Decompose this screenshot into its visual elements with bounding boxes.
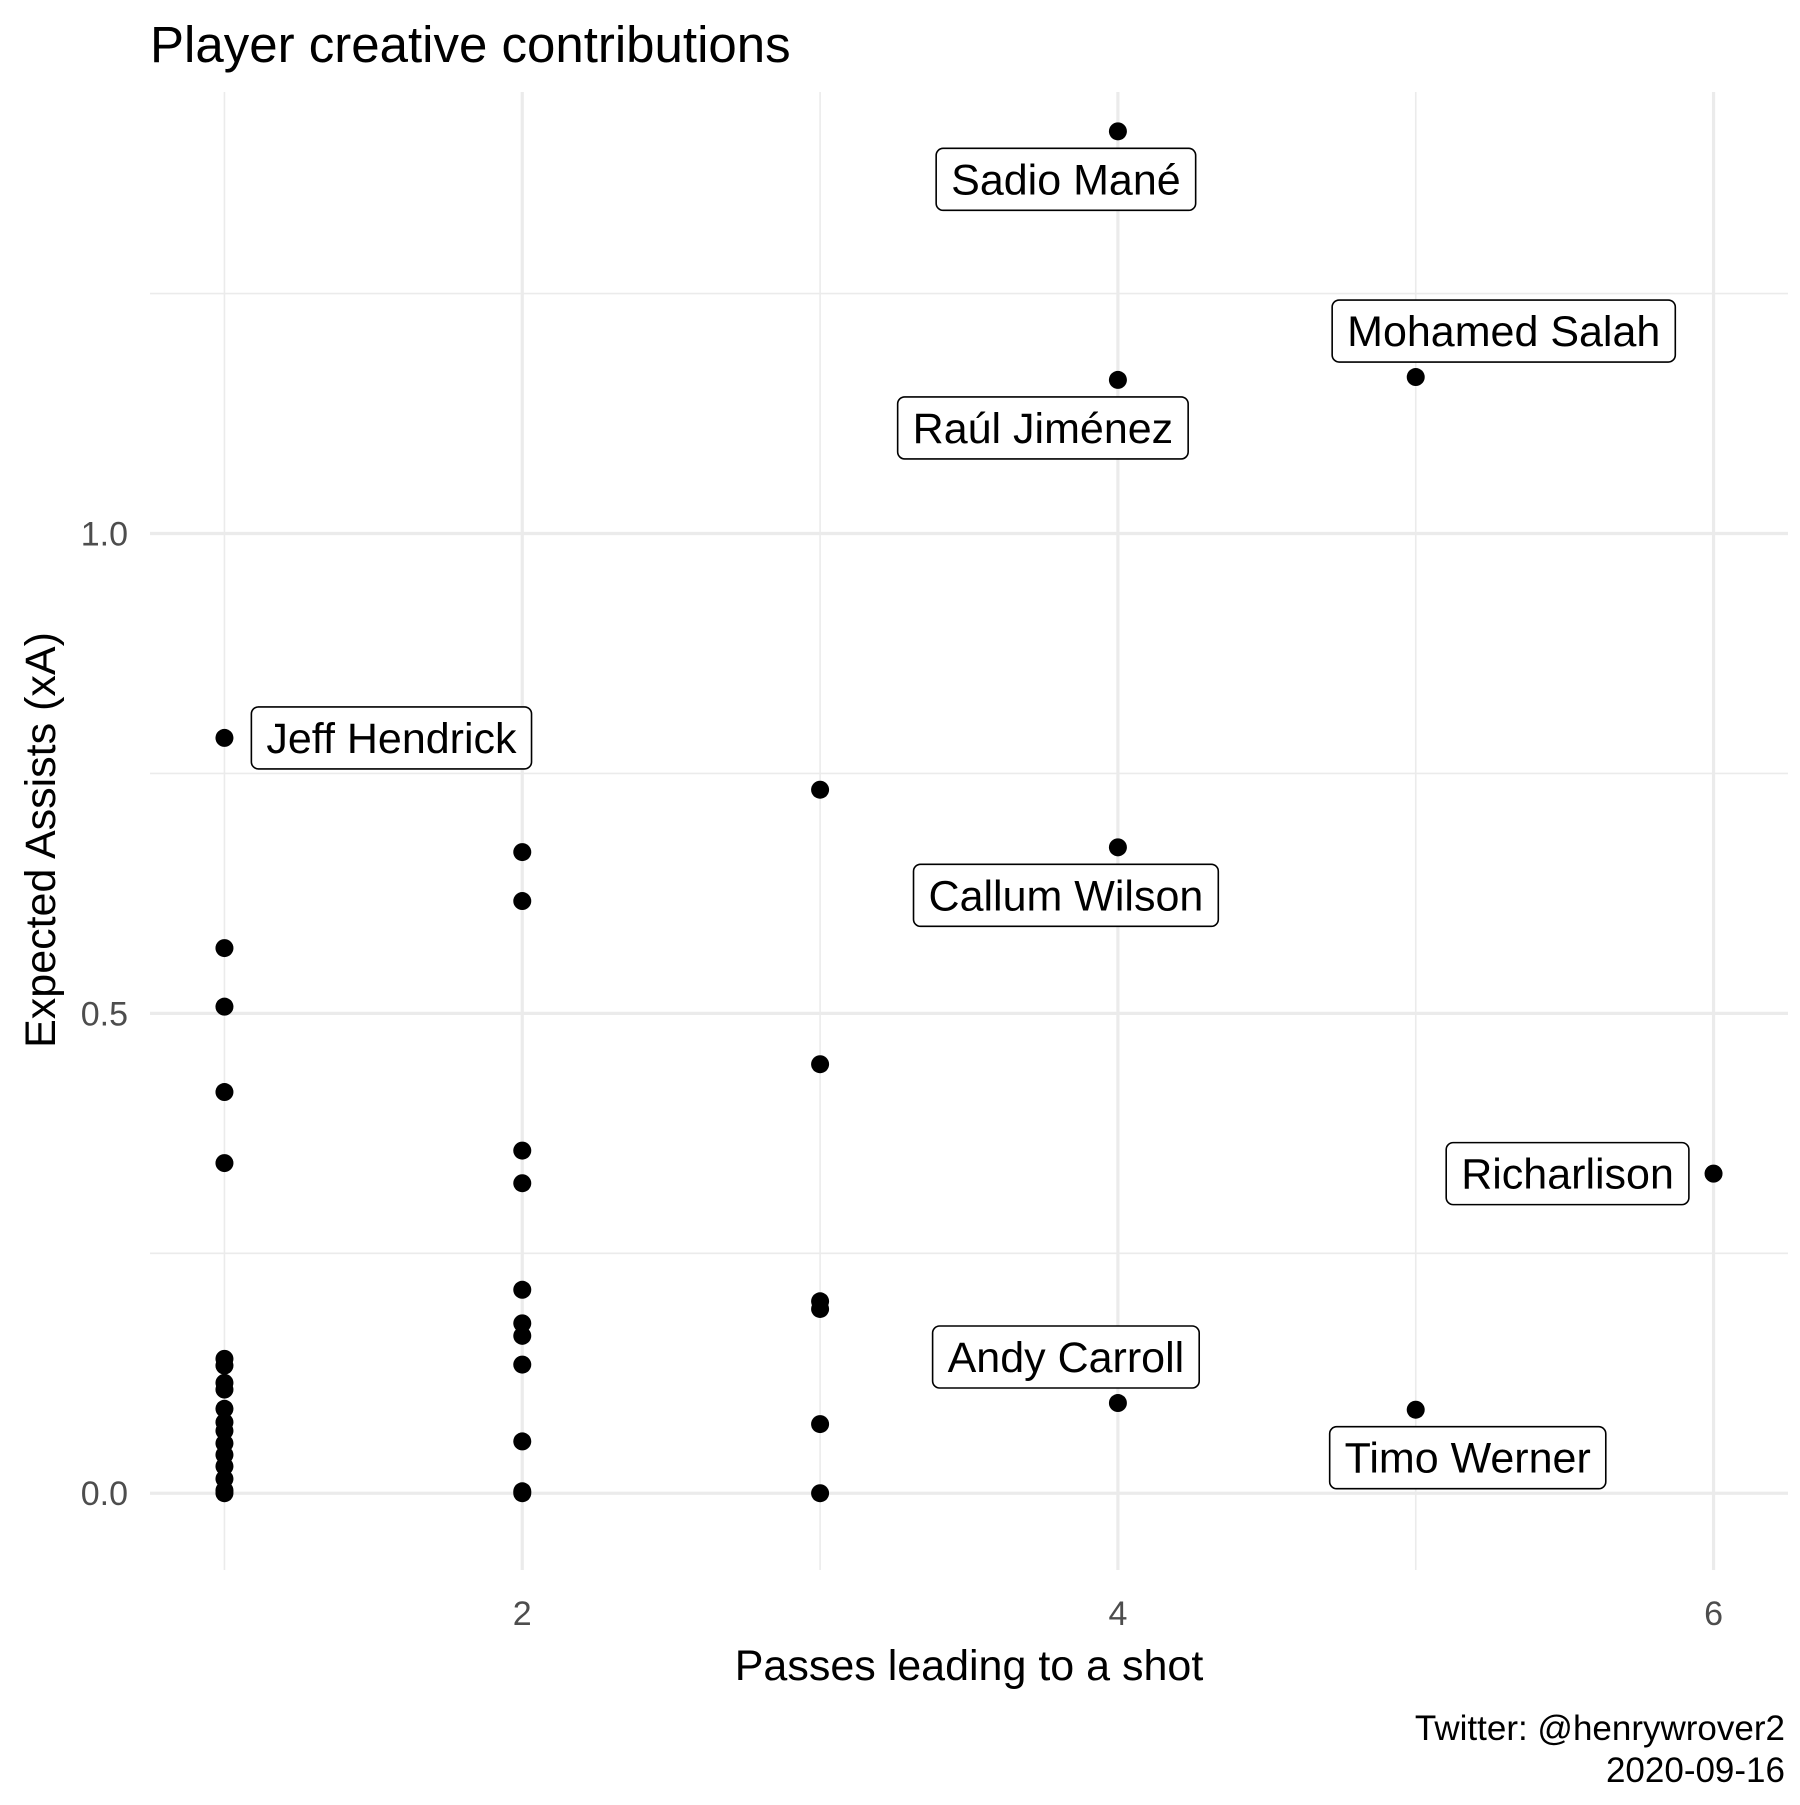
data-point <box>215 1457 234 1476</box>
data-point <box>1108 370 1127 389</box>
data-point <box>215 1421 234 1440</box>
tick-labels: 2 4 6 0.0 0.5 1.0 <box>81 515 1723 1633</box>
y-axis-title: Expected Assists (xA) <box>17 632 65 1048</box>
data-point <box>513 892 532 911</box>
point-label-text: Raúl Jiménez <box>913 405 1174 453</box>
data-point <box>811 1415 830 1434</box>
y-tick-label: 0.0 <box>81 1475 128 1513</box>
data-point <box>811 1299 830 1318</box>
point-label-box <box>250 706 533 770</box>
data-point <box>513 843 532 862</box>
point-label: Jeff Hendrick <box>250 706 533 770</box>
point-label-box <box>896 396 1189 460</box>
point-label-text: Mohamed Salah <box>1347 308 1660 356</box>
x-tick-label: 2 <box>513 1595 532 1633</box>
point-label-text: Sadio Mané <box>951 156 1181 204</box>
data-point <box>215 1380 234 1399</box>
point-label-box <box>912 863 1220 928</box>
x-tick-label: 4 <box>1108 1595 1127 1633</box>
point-label-text: Andy Carroll <box>948 1334 1185 1382</box>
data-point <box>215 1484 234 1503</box>
point-label-text: Jeff Hendrick <box>266 715 517 763</box>
point-label: Richarlison <box>1445 1141 1690 1206</box>
x-tick-label: 6 <box>1704 1595 1723 1633</box>
point-label: Mohamed Salah <box>1331 299 1677 363</box>
data-point <box>513 1280 532 1299</box>
data-point <box>1108 122 1127 141</box>
point-label-box <box>1331 299 1677 363</box>
y-tick-label: 0.5 <box>81 995 128 1033</box>
data-point <box>1406 1400 1425 1419</box>
data-point <box>811 780 830 799</box>
data-point <box>811 1055 830 1074</box>
data-point <box>215 939 234 958</box>
point-label: Callum Wilson <box>912 863 1220 928</box>
data-point <box>215 728 234 747</box>
data-point <box>1704 1164 1723 1183</box>
chart-title: Player creative contributions <box>150 16 791 73</box>
y-tick-label: 1.0 <box>81 515 128 553</box>
data-point <box>1108 1394 1127 1413</box>
point-label-text: Richarlison <box>1461 1151 1674 1199</box>
data-point <box>513 1314 532 1333</box>
point-label-box <box>1445 1141 1690 1206</box>
data-point <box>811 1484 830 1503</box>
point-label-text: Callum Wilson <box>929 872 1204 920</box>
point-label-box <box>931 1325 1201 1389</box>
point-label-text: Timo Werner <box>1345 1435 1591 1483</box>
point-label: Raúl Jiménez <box>896 396 1189 460</box>
point-label-box <box>1328 1425 1607 1490</box>
data-point <box>513 1326 532 1345</box>
data-point <box>215 1154 234 1173</box>
point-label-box <box>935 147 1197 212</box>
data-point <box>215 1356 234 1375</box>
data-point <box>513 1141 532 1160</box>
x-axis-title: Passes leading to a shot <box>735 1642 1204 1690</box>
data-point <box>1108 838 1127 857</box>
data-point <box>513 1174 532 1193</box>
point-label: Andy Carroll <box>931 1325 1201 1389</box>
data-point <box>215 997 234 1016</box>
caption-line-2: 2020-09-16 <box>1606 1751 1785 1790</box>
point-labels: Jeff Hendrick Sadio Mané Raúl Jiménez Callu… <box>250 147 1690 1490</box>
data-point <box>513 1355 532 1374</box>
data-point <box>215 1083 234 1102</box>
points <box>215 122 1723 1503</box>
data-point <box>513 1432 532 1451</box>
data-point <box>215 1399 234 1418</box>
caption-line-1: Twitter: @henrywrover2 <box>1415 1709 1785 1748</box>
data-point <box>1406 368 1425 387</box>
data-point <box>513 1484 532 1503</box>
point-label: Sadio Mané <box>935 147 1197 212</box>
point-label: Timo Werner <box>1328 1425 1607 1490</box>
